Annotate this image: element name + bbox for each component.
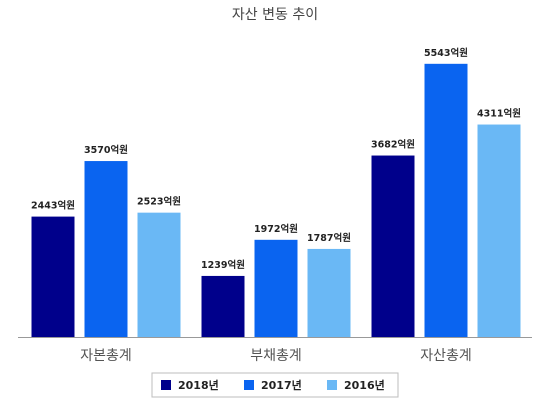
legend-swatch (327, 380, 337, 390)
bar-자산총계-2017년 (424, 63, 468, 337)
bar-부채총계-2018년 (201, 275, 245, 337)
data-label: 1239억원 (201, 259, 245, 271)
legend-label: 2016년 (344, 378, 385, 392)
bar-자산총계-2016년 (477, 124, 521, 337)
data-label: 1972억원 (254, 223, 298, 235)
legend-label: 2018년 (178, 378, 219, 392)
category-labels-layer: 자본총계 부채총계 자산총계 (80, 348, 472, 364)
bars-layer (31, 63, 521, 337)
data-label: 4311억원 (477, 108, 521, 120)
data-label: 2443억원 (31, 200, 75, 212)
legend-box (151, 372, 399, 398)
data-label: 3570억원 (84, 144, 128, 156)
category-label: 자본총계 (80, 348, 132, 364)
chart-title: 자산 변동 추이 (232, 7, 318, 23)
data-label: 2523억원 (137, 196, 181, 208)
value-labels-layer: 2443억원 3570억원 2523억원 1239억원 1972억원 1787억원 3682… (31, 47, 521, 271)
bar-자산총계-2018년 (371, 155, 415, 337)
legend-label: 2017년 (261, 378, 302, 392)
data-label: 1787억원 (307, 232, 351, 244)
category-label: 부채총계 (250, 348, 302, 364)
legend-swatch (161, 380, 171, 390)
legend: 2018년 2017년 2016년 (151, 372, 399, 398)
bar-자본총계-2016년 (137, 212, 181, 337)
bar-부채총계-2017년 (254, 239, 298, 337)
data-label: 3682억원 (371, 139, 415, 151)
bar-자본총계-2017년 (84, 161, 128, 337)
data-label: 5543억원 (424, 47, 468, 59)
bar-자본총계-2018년 (31, 216, 75, 337)
category-label: 자산총계 (420, 348, 472, 364)
legend-swatch (244, 380, 254, 390)
bar-부채총계-2016년 (307, 248, 351, 337)
